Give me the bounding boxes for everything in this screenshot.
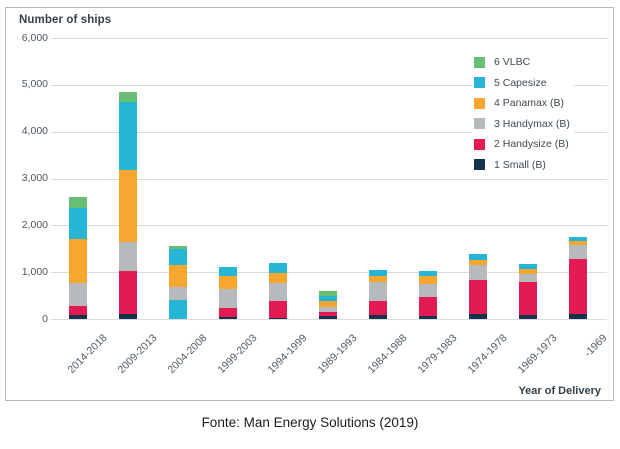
legend-label: 2 Handysize (B) [494,138,569,151]
legend-item: 1 Small (B) [474,155,570,176]
bar-segment [519,282,537,315]
bar-segment [469,260,487,265]
bar-segment [369,270,387,276]
bar-segment [219,276,237,289]
bar-segment [469,280,487,314]
bar-segment [569,241,587,245]
bar-segment [369,282,387,301]
legend-label: 5 Capesize [494,76,547,89]
legend-label: 6 VLBC [494,56,531,69]
bar-segment [69,208,87,239]
chart-panel: Number of ships 6,000 5,000 4,000 3,000 2,00… [5,7,614,401]
legend-swatch [474,118,485,130]
bar-segment [569,245,587,259]
bar-segment [269,263,287,273]
bar-segment [169,265,187,287]
bar-segment [519,274,537,282]
bar-segment [469,254,487,260]
bar-segment [269,318,287,319]
bar-segment [319,291,337,296]
bar-segment [169,246,187,249]
bar-segment [219,289,237,308]
bar-segment [419,276,437,284]
y-tick-label: 6,000 [21,31,48,44]
bar-segment [519,264,537,269]
bar-segment [369,301,387,315]
gridline [51,131,607,133]
bar-segment [119,242,137,271]
bar-segment [319,307,337,312]
legend-item: 2 Handysize (B) [474,134,570,155]
bar-segment [419,284,437,297]
legend-label: 4 Panamax (B) [494,97,565,110]
y-tick-label: 5,000 [21,78,48,91]
bar-segment [219,308,237,317]
legend-swatch [474,97,485,109]
bar-segment [69,239,87,283]
source-caption: Fonte: Man Energy Solutions (2019) [201,415,419,430]
gridline [51,272,607,274]
gridline [51,225,607,227]
legend-swatch [474,138,485,150]
legend-item: 4 Panamax (B) [474,93,570,114]
bar-segment [219,317,237,319]
y-tick-label: 0 [42,312,48,325]
bar-segment [369,276,387,282]
y-tick-label: 1,000 [21,265,48,278]
bar-segment [319,312,337,316]
bar-segment [169,249,187,265]
bar-segment [569,237,587,241]
legend-item: 5 Capesize [474,73,570,94]
legend-label: 1 Small (B) [494,158,546,171]
gridline [51,84,607,86]
y-tick-label: 3,000 [21,172,48,184]
legend-swatch [474,77,485,89]
legend-item: 6 VLBC [474,52,570,73]
bar-segment [69,306,87,315]
legend-item: 3 Handymax (B) [474,114,570,135]
bar-segment [519,315,537,319]
bar-segment [419,271,437,276]
bar-segment [569,259,587,314]
legend-label: 3 Handymax (B) [494,117,570,130]
bar-segment [419,297,437,316]
legend-swatch [474,56,485,68]
bar-segment [469,314,487,319]
bar-segment [69,315,87,319]
bar-segment [169,287,187,300]
gridline [51,178,607,180]
legend: 6 VLBC 5 Capesize 4 Panamax (B) 3 Handymax … [472,50,574,177]
bar-segment [69,197,87,208]
bar-segment [569,314,587,319]
bar-segment [69,283,87,306]
bar-segment [119,102,137,170]
bar-segment [269,273,287,283]
x-axis-title: Year of Delivery [518,385,601,397]
chart-title: Number of ships [19,14,112,26]
bar-segment [419,316,437,319]
bar-segment [269,301,287,318]
y-tick-label: 2,000 [21,218,48,231]
bar-segment [169,300,187,319]
bar-segment [119,271,137,314]
bar-segment [469,265,487,280]
y-tick-label: 4,000 [21,125,48,138]
bar-segment [369,315,387,319]
bar-segment [319,301,337,307]
bar-segment [119,314,137,319]
bar-segment [319,316,337,319]
bar-segment [269,283,287,301]
bar-segment [519,269,537,274]
bar-segment [119,170,137,242]
bar-segment [219,267,237,276]
bar-segment [119,92,137,102]
gridline [51,38,607,39]
bar-segment [319,296,337,301]
gridline [51,319,607,320]
legend-swatch [474,159,485,171]
